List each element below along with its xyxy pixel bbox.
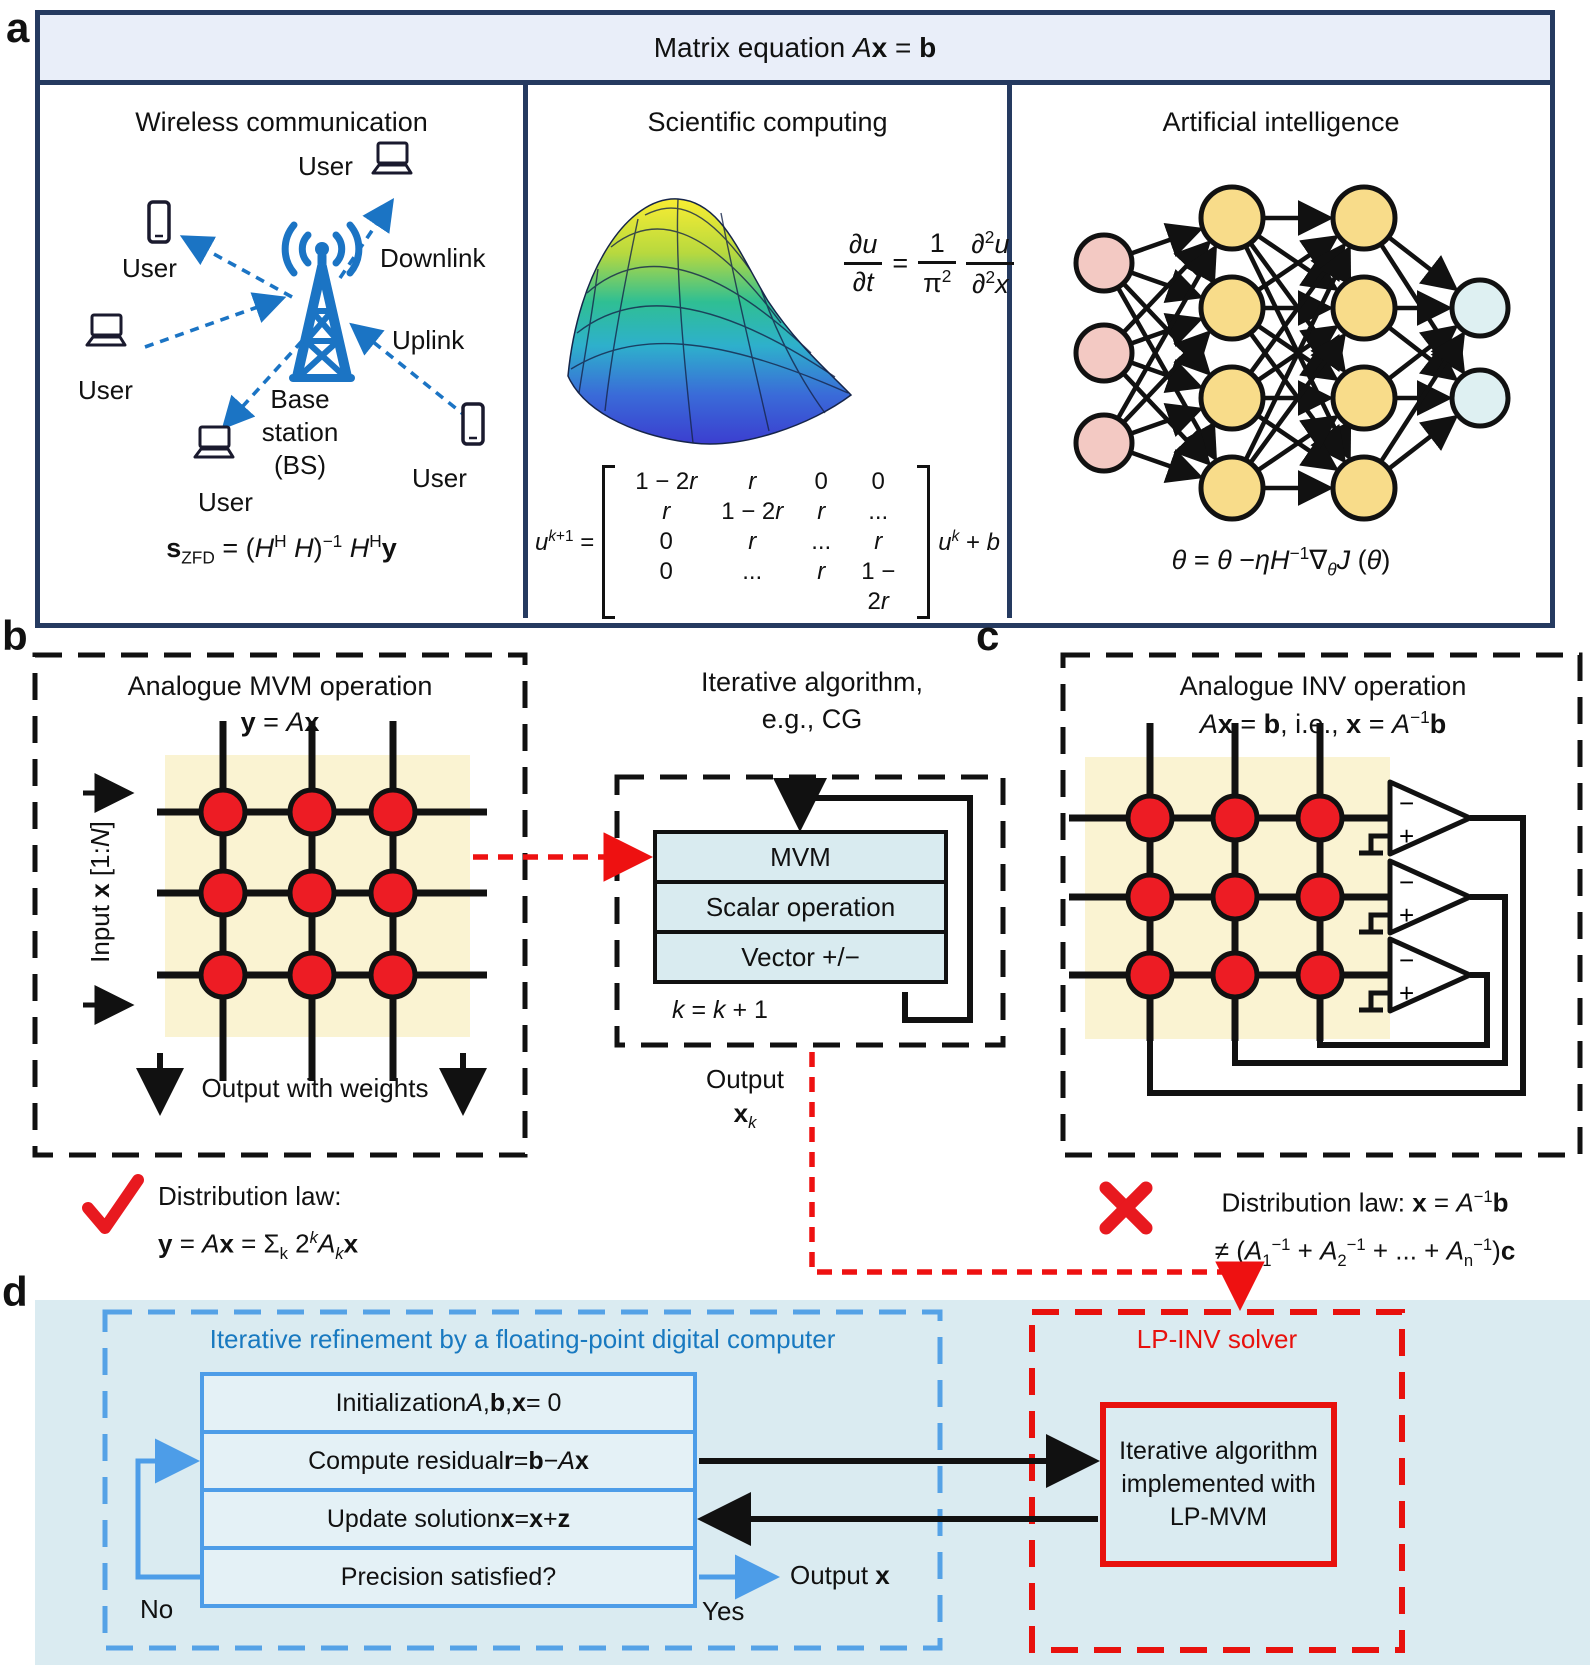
- scalar-operation-step: Scalar operation: [653, 880, 948, 934]
- ai-title: Artificial intelligence: [1162, 107, 1400, 137]
- heat-equation: ∂u ∂t = 1 π2 ∂2u ∂2x: [844, 227, 1015, 300]
- user-label: User: [298, 151, 353, 181]
- matrix-rhs: uk + b: [938, 527, 1000, 556]
- svg-text:+: +: [1399, 900, 1414, 930]
- update-solution-step: Update solution x = x + z: [200, 1488, 697, 1550]
- inv-crossbar-circuit: − + − + − +: [1069, 723, 1526, 1096]
- panel-b: Analogue MVM operation y = Ax Input x [1…: [35, 655, 525, 1155]
- left-bracket: [602, 465, 616, 619]
- downlink-arrow: [221, 339, 304, 430]
- panel-a: Matrix equation Ax = b Wireless communic…: [35, 10, 1555, 628]
- laptop-icon: [370, 141, 414, 177]
- scientific-title: Scientific computing: [647, 107, 888, 137]
- precision-check-step: Precision satisfied?: [200, 1546, 697, 1608]
- vector-step: Vector +/−: [653, 930, 948, 984]
- cross-icon: [1099, 1181, 1153, 1235]
- refinement-flowchart: Initialization A, b, x = 0 Compute resid…: [200, 1372, 697, 1608]
- no-label: No: [140, 1594, 174, 1624]
- uplink-arrow: [349, 322, 470, 420]
- neural-network-diagram: [1073, 184, 1511, 522]
- iterative-refinement-title: Iterative refinement by a floating-point…: [209, 1324, 836, 1354]
- inv-distribution-law: Distribution law: x = A−1b ≠ (A1−1 + A2−…: [1214, 1187, 1516, 1270]
- base-station-label: Base station (BS): [261, 384, 339, 480]
- matrix-lhs: uk+1 =: [534, 527, 595, 556]
- panel-a-divider: [523, 85, 528, 618]
- cg-operation-stack: MVM Scalar operation Vector +/−: [653, 830, 948, 984]
- zfd-formula: sZFD = (HH H)−1 HHy: [166, 531, 397, 568]
- iterative-algorithm-title: Iterative algorithm, e.g., CG: [700, 667, 924, 734]
- downlink-arrow: [179, 235, 293, 299]
- phone-icon: [460, 401, 486, 447]
- mvm-step: MVM: [653, 830, 948, 884]
- uplink-label: Uplink: [392, 325, 465, 355]
- matrix-equation-header: Matrix equation Ax = b: [40, 15, 1550, 85]
- lp-inv-solver-title: LP-INV solver: [1136, 1324, 1298, 1354]
- panel-label-c: c: [976, 612, 1000, 659]
- svg-text:−: −: [1399, 867, 1414, 897]
- newton-update-formula: θ = θ −ηH−1∇θJ (θ): [1171, 543, 1391, 580]
- output-x-label: Output x: [790, 1560, 890, 1590]
- surface-plot: [567, 198, 853, 445]
- check-icon: [82, 1174, 144, 1234]
- svg-text:+: +: [1399, 821, 1414, 851]
- scientific-computing-section: Scientific computing: [528, 85, 1015, 619]
- base-station-icon: [281, 221, 363, 382]
- svg-text:−: −: [1399, 788, 1414, 818]
- downlink-label: Downlink: [380, 243, 486, 273]
- phone-icon: [146, 199, 172, 245]
- artificial-intelligence-section: Artificial intelligence θ = θ −ηH−1∇θJ (…: [1012, 85, 1550, 618]
- user-label: User: [198, 487, 253, 517]
- k-increment-label: k = k + 1: [672, 996, 768, 1024]
- panel-c: Analogue INV operation Ax = b, i.e., x =…: [1063, 655, 1583, 1155]
- panel-label-b: b: [2, 612, 28, 659]
- laptop-icon: [84, 313, 128, 349]
- svg-text:+: +: [1399, 978, 1414, 1008]
- input-vector-label: Input x [1:N]: [85, 821, 115, 963]
- panel-a-divider: [1007, 85, 1012, 618]
- user-label: User: [412, 463, 467, 493]
- output-xk-label: Output xk: [705, 1064, 785, 1133]
- lp-mvm-solver-box: Iterative algorithm implemented with LP-…: [1100, 1402, 1337, 1567]
- mvm-distribution-law: Distribution law: y = Ax = Σk 2kAkx: [158, 1181, 359, 1263]
- wireless-communication-section: Wireless communication: [40, 85, 523, 618]
- user-label: User: [78, 375, 133, 405]
- mvm-title: Analogue MVM operation: [127, 671, 433, 701]
- output-with-weights-label: Output with weights: [201, 1073, 429, 1103]
- uplink-arrow: [144, 292, 287, 349]
- svg-text:−: −: [1399, 945, 1414, 975]
- user-label: User: [122, 253, 177, 283]
- wireless-links-diagram: [144, 198, 470, 430]
- inv-title: Analogue INV operation: [1179, 671, 1467, 701]
- panel-label-a: a: [6, 4, 30, 51]
- matrix-equation-title: Matrix equation Ax = b: [653, 31, 937, 63]
- right-bracket: [917, 465, 931, 619]
- panel-label-d: d: [2, 1268, 28, 1315]
- yes-label: Yes: [702, 1596, 745, 1626]
- wireless-title: Wireless communication: [135, 107, 428, 137]
- initialization-step: Initialization A, b, x = 0: [200, 1372, 697, 1434]
